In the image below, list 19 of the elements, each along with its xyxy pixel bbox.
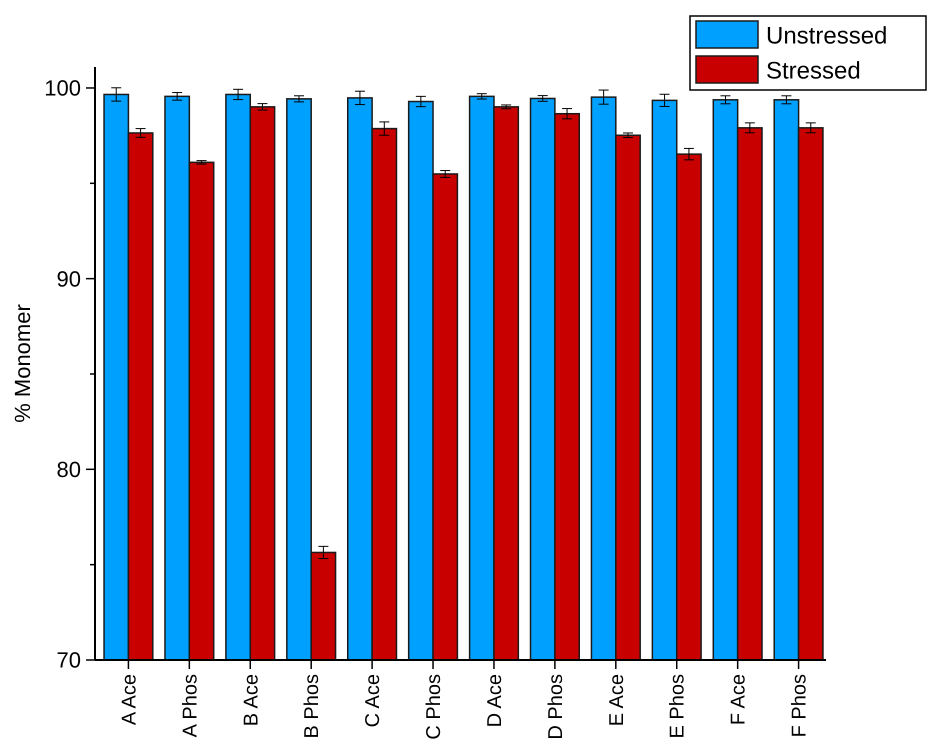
x-tick-label: D Phos: [544, 674, 567, 740]
y-tick-label: 100: [44, 76, 81, 101]
x-tick-label: D Ace: [484, 674, 506, 728]
y-tick-label: 70: [56, 648, 81, 673]
y-tick-label: 80: [56, 457, 81, 482]
legend-label: Stressed: [766, 57, 861, 84]
x-tick-label: E Ace: [606, 674, 628, 726]
x-tick-label: B Phos: [301, 674, 324, 738]
x-tick-label: A Phos: [179, 674, 202, 738]
legend-label: Unstressed: [766, 22, 888, 50]
x-tick-label: C Ace: [362, 674, 384, 728]
y-axis-title: % Monomer: [10, 304, 35, 423]
x-tick-label: E Phos: [666, 674, 689, 738]
x-tick-label: F Phos: [788, 674, 811, 738]
y-tick-label: 90: [56, 266, 81, 292]
x-tick-label: A Ace: [118, 674, 140, 726]
x-tick-label: B Ace: [240, 674, 262, 726]
x-tick-label: F Ace: [728, 674, 750, 726]
x-tick-label: C Phos: [423, 674, 446, 740]
